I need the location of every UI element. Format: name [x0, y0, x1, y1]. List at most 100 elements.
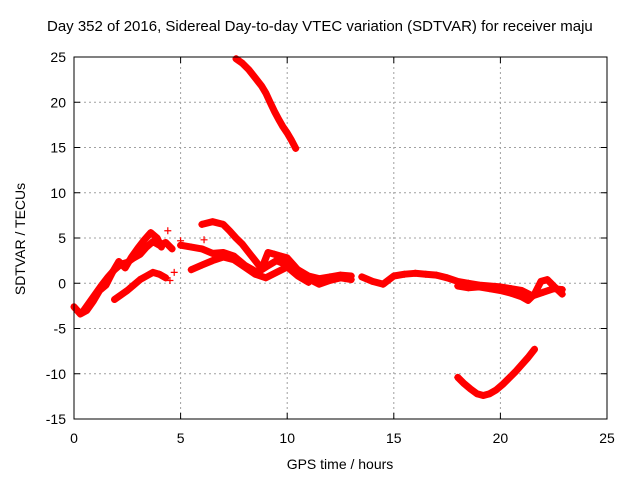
data-point	[368, 277, 376, 285]
data-point	[460, 380, 468, 388]
data-point	[130, 281, 138, 289]
data-point	[358, 273, 366, 281]
data-point	[270, 250, 278, 258]
data-points	[70, 55, 566, 399]
chart-title: Day 352 of 2016, Sidereal Day-to-day VTE…	[47, 18, 593, 35]
x-tick-label: 20	[493, 430, 509, 446]
data-point	[550, 282, 558, 290]
data-point	[251, 74, 259, 82]
data-point	[162, 274, 170, 282]
data-point	[475, 283, 483, 291]
data-point	[91, 290, 99, 298]
data-point	[270, 107, 278, 115]
data-point	[275, 115, 283, 123]
data-point	[539, 288, 547, 296]
data-point	[209, 218, 217, 226]
data-point	[273, 268, 281, 276]
data-point	[518, 361, 526, 369]
data-point	[111, 266, 119, 274]
data-point	[531, 345, 539, 353]
data-point	[292, 144, 300, 152]
data-point	[266, 98, 274, 106]
axis-ticks: 0 5 10 15 20 25 -15 -10 -5 0 5 10 15 20 25	[46, 49, 615, 446]
data-point	[232, 55, 240, 63]
x-tick-label: 5	[177, 430, 185, 446]
y-tick-label: 5	[58, 230, 66, 246]
data-point	[245, 66, 253, 74]
data-point	[245, 248, 253, 256]
series-trace	[198, 218, 355, 288]
data-point	[155, 241, 163, 249]
data-point	[507, 289, 515, 297]
y-axis-label: SDTVAR / TECUs	[12, 182, 28, 296]
data-point	[164, 227, 172, 235]
data-point	[486, 285, 494, 293]
data-point	[251, 270, 259, 278]
data-point	[537, 277, 545, 285]
plot-frame	[73, 56, 608, 420]
data-point	[149, 238, 157, 246]
data-point	[379, 280, 387, 288]
data-point	[305, 275, 313, 283]
y-tick-label: 15	[50, 140, 66, 156]
y-tick-label: -15	[46, 411, 66, 427]
data-point	[226, 227, 234, 235]
data-point	[262, 89, 270, 97]
data-point	[411, 269, 419, 277]
data-point	[117, 291, 125, 299]
data-point	[219, 220, 227, 228]
y-tick-label: -10	[46, 366, 66, 382]
data-point	[130, 254, 138, 262]
data-point	[505, 374, 513, 382]
data-point	[499, 381, 507, 389]
y-tick-label: -5	[54, 321, 67, 337]
data-point	[283, 263, 291, 271]
data-point	[79, 308, 87, 316]
data-point	[518, 293, 526, 301]
data-point	[464, 284, 472, 292]
data-point	[390, 272, 398, 280]
x-tick-label: 25	[599, 430, 615, 446]
data-point	[467, 385, 475, 393]
data-point	[277, 252, 285, 260]
data-point	[177, 237, 185, 245]
series-outliers	[164, 227, 208, 285]
x-tick-label: 10	[279, 430, 295, 446]
data-point	[198, 245, 206, 253]
data-point	[136, 276, 144, 284]
data-point	[258, 265, 266, 273]
data-point	[232, 234, 240, 242]
data-point	[486, 390, 494, 398]
data-point	[432, 271, 440, 279]
series-band-e	[187, 253, 313, 286]
data-point	[230, 256, 238, 264]
data-point	[347, 276, 355, 284]
data-point	[241, 263, 249, 271]
data-point	[123, 286, 131, 294]
y-tick-label: 25	[50, 49, 66, 65]
data-point	[473, 390, 481, 398]
data-point	[198, 261, 206, 269]
series-band-b	[111, 268, 170, 304]
data-point	[524, 296, 532, 304]
data-point	[279, 123, 287, 131]
data-point	[262, 274, 270, 282]
data-point	[187, 243, 195, 251]
data-point	[558, 290, 566, 298]
data-point	[149, 268, 157, 276]
data-point	[258, 82, 266, 90]
series-arc-upper	[232, 55, 300, 152]
series-arc-lower	[454, 345, 539, 399]
data-point	[123, 258, 131, 266]
data-point	[85, 299, 93, 307]
data-point	[170, 268, 178, 276]
data-point	[290, 261, 298, 269]
data-point	[531, 290, 539, 298]
data-point	[111, 296, 119, 304]
series-band-h	[454, 276, 566, 304]
data-point	[511, 368, 519, 376]
data-point	[238, 240, 246, 248]
data-point	[337, 274, 344, 282]
data-point	[238, 59, 246, 67]
data-point	[296, 268, 304, 276]
